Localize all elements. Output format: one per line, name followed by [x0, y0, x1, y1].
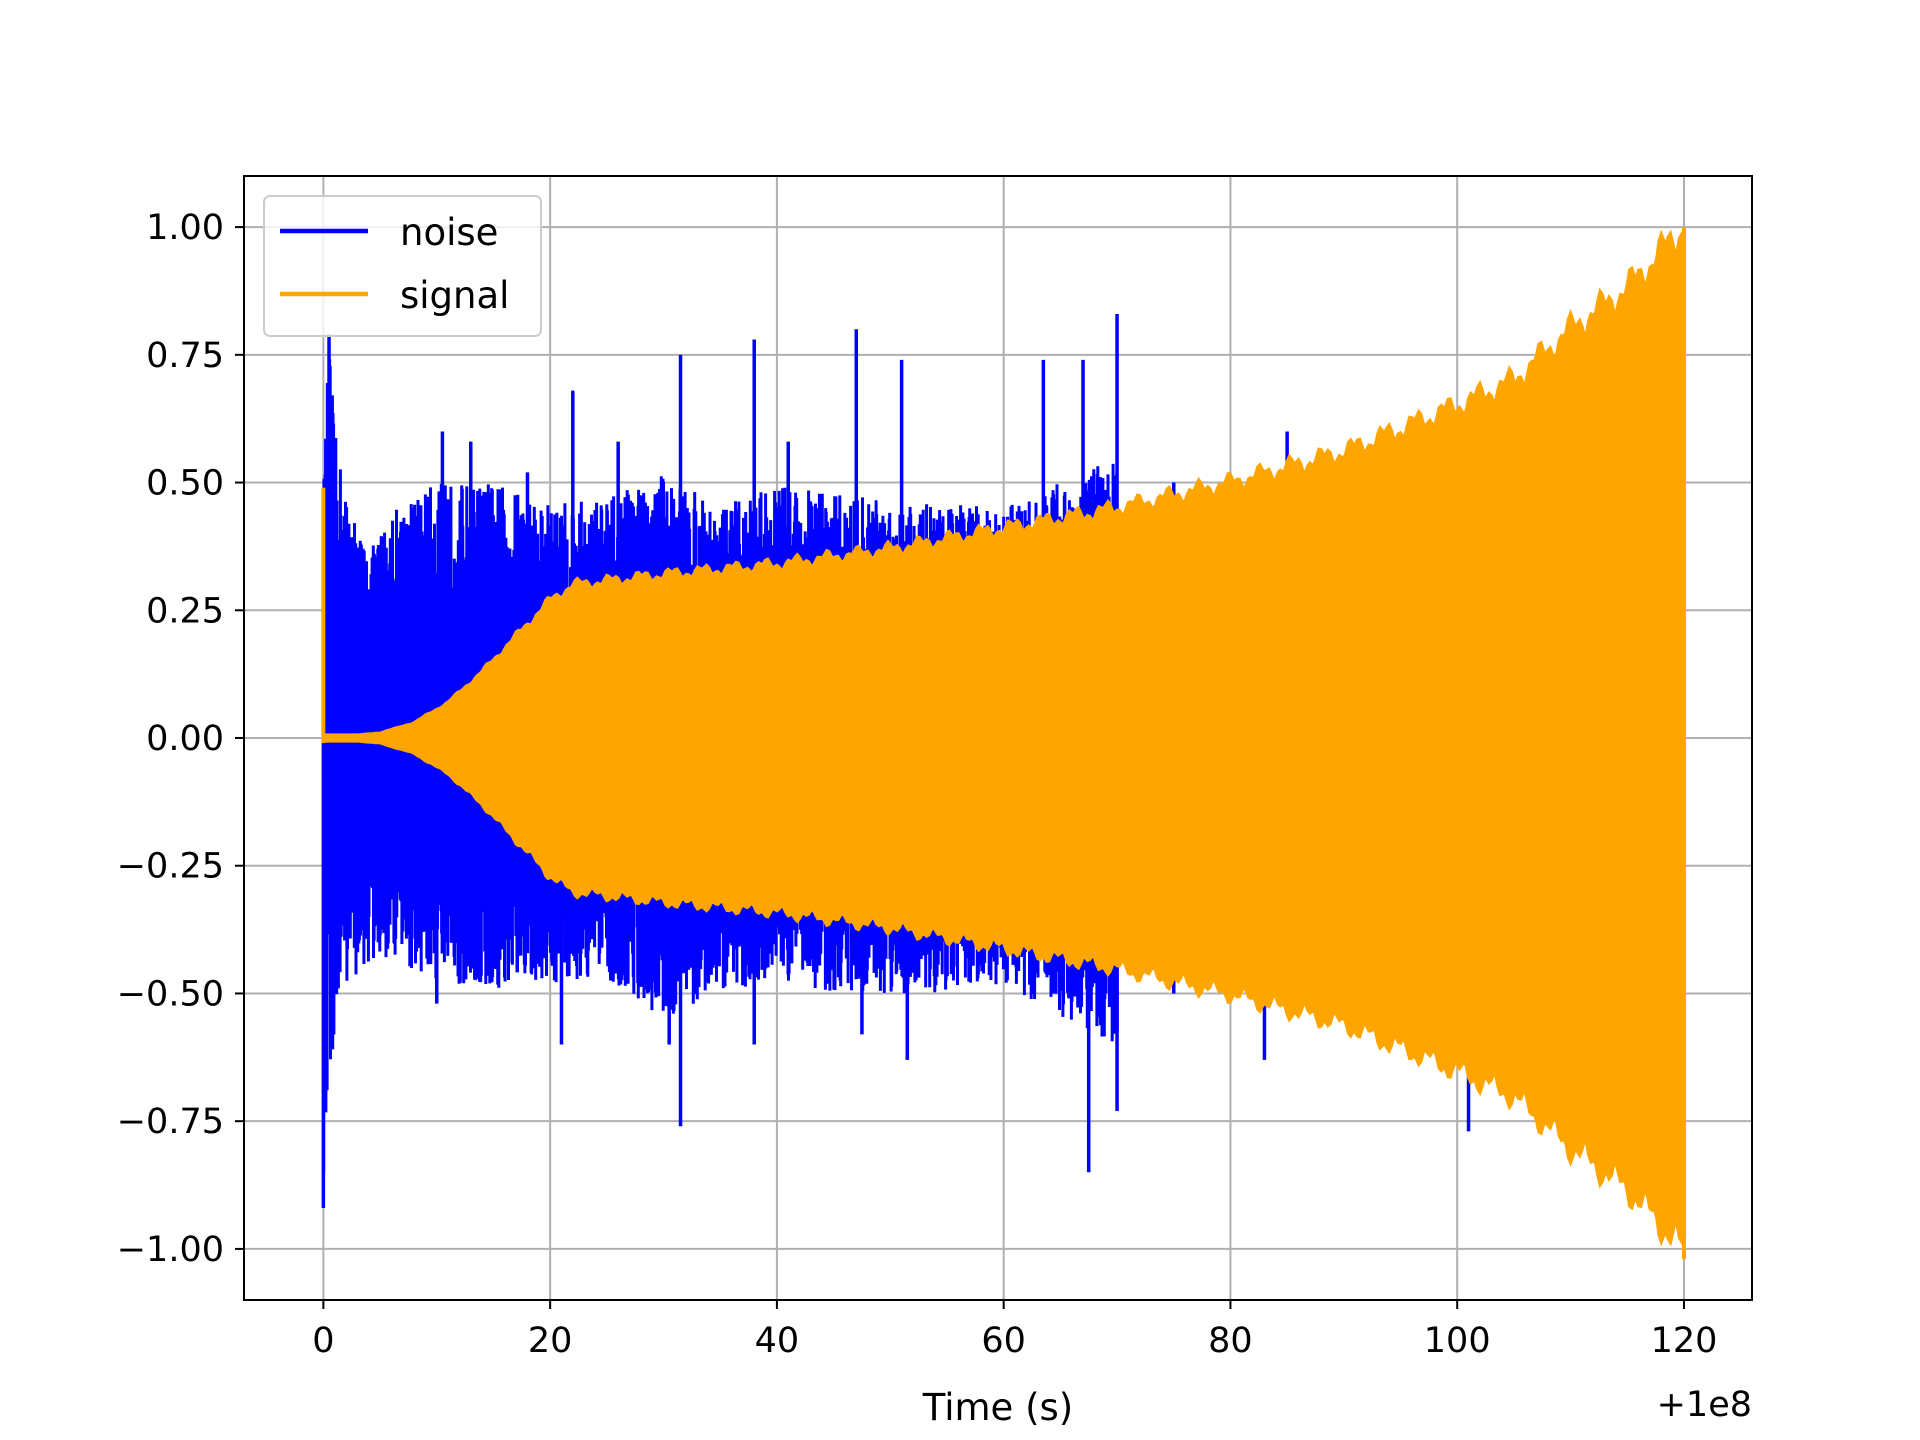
y-tick-label: 0.25 [146, 591, 224, 631]
x-tick-label: 100 [1424, 1321, 1491, 1361]
x-tick-label: 60 [981, 1321, 1026, 1361]
y-tick-label: 0.00 [146, 719, 224, 759]
legend-noise-label: noise [400, 211, 498, 254]
x-axis-title: Time (s) [922, 1386, 1073, 1429]
series-signal-area [321, 228, 1684, 1248]
x-tick-label: 0 [312, 1321, 334, 1361]
legend-signal-label: signal [400, 274, 509, 317]
x-tick-label: 80 [1208, 1321, 1253, 1361]
series-layer [321, 227, 1686, 1260]
legend: noise signal [263, 195, 542, 337]
y-tick-label: 1.00 [146, 208, 224, 248]
y-tick-label: −0.75 [117, 1102, 224, 1142]
y-tick-label: −0.25 [117, 847, 224, 887]
x-tick-label: 120 [1651, 1321, 1718, 1361]
axis-ticks: 0 20 40 60 80 100 120 −1.00 −0.75 −0.50 −0.25 0.00 0… [117, 208, 1718, 1361]
x-tick-label: 40 [755, 1321, 800, 1361]
y-tick-label: −0.50 [117, 974, 224, 1014]
y-tick-label: 0.75 [146, 336, 224, 376]
x-tick-label: 20 [528, 1321, 573, 1361]
y-tick-label: 0.50 [146, 464, 224, 504]
y-tick-label: −1.00 [117, 1230, 224, 1270]
x-axis-offset-label: +1e8 [1657, 1385, 1752, 1425]
